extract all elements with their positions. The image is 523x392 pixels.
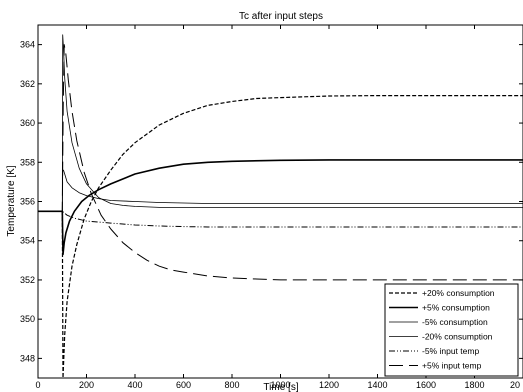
x-tick-label: 800 — [224, 380, 239, 390]
legend: +20% consumption +5% consumption -5% consu… — [384, 283, 519, 377]
x-tick-label: 1600 — [416, 380, 436, 390]
legend-label: -20% consumption — [422, 332, 493, 342]
legend-label: +5% consumption — [422, 303, 490, 313]
y-tick-label: 364 — [20, 40, 35, 50]
x-axis-title: Time [s] — [263, 382, 298, 392]
series-layer — [38, 34, 523, 378]
x-tick-label: 1200 — [319, 380, 339, 390]
x-tick-label: 20 — [510, 380, 520, 390]
x-tick-label: 400 — [127, 380, 142, 390]
legend-box — [384, 283, 519, 377]
chart-title: Tc after input steps — [239, 11, 323, 22]
series-line-3 — [38, 169, 523, 212]
y-tick-label: 352 — [20, 275, 35, 285]
y-tick-label: 354 — [20, 236, 35, 246]
x-tick-label: 1400 — [367, 380, 387, 390]
series-line-1 — [38, 94, 523, 378]
series-line-4 — [38, 34, 523, 212]
y-tick-label: 362 — [20, 79, 35, 89]
y-tick-label: 356 — [20, 197, 35, 207]
x-tick-label: 0 — [35, 380, 40, 390]
series-line-2 — [38, 159, 523, 256]
x-tick-label: 200 — [79, 380, 94, 390]
y-tick-label: 350 — [20, 314, 35, 324]
y-tick-label: 360 — [20, 118, 35, 128]
legend-label: +5% input temp — [422, 361, 482, 371]
x-tick-label: 1000 — [270, 380, 290, 390]
legend-label: +20% consumption — [422, 288, 495, 298]
legend-label: -5% input temp — [422, 346, 479, 356]
x-tick-label: 1800 — [464, 380, 484, 390]
y-tick-label: 348 — [20, 353, 35, 363]
series-line-6 — [38, 44, 523, 281]
y-tick-label: 358 — [20, 157, 35, 167]
legend-label: -5% consumption — [422, 317, 488, 327]
x-tick-label: 600 — [176, 380, 191, 390]
series-line-5 — [38, 210, 523, 228]
y-axis-title: Temperature [K] — [6, 165, 17, 236]
axis-ticks: 0 200 400 600 800 1000 1200 1400 1600 1800 20 348 35… — [20, 25, 523, 390]
